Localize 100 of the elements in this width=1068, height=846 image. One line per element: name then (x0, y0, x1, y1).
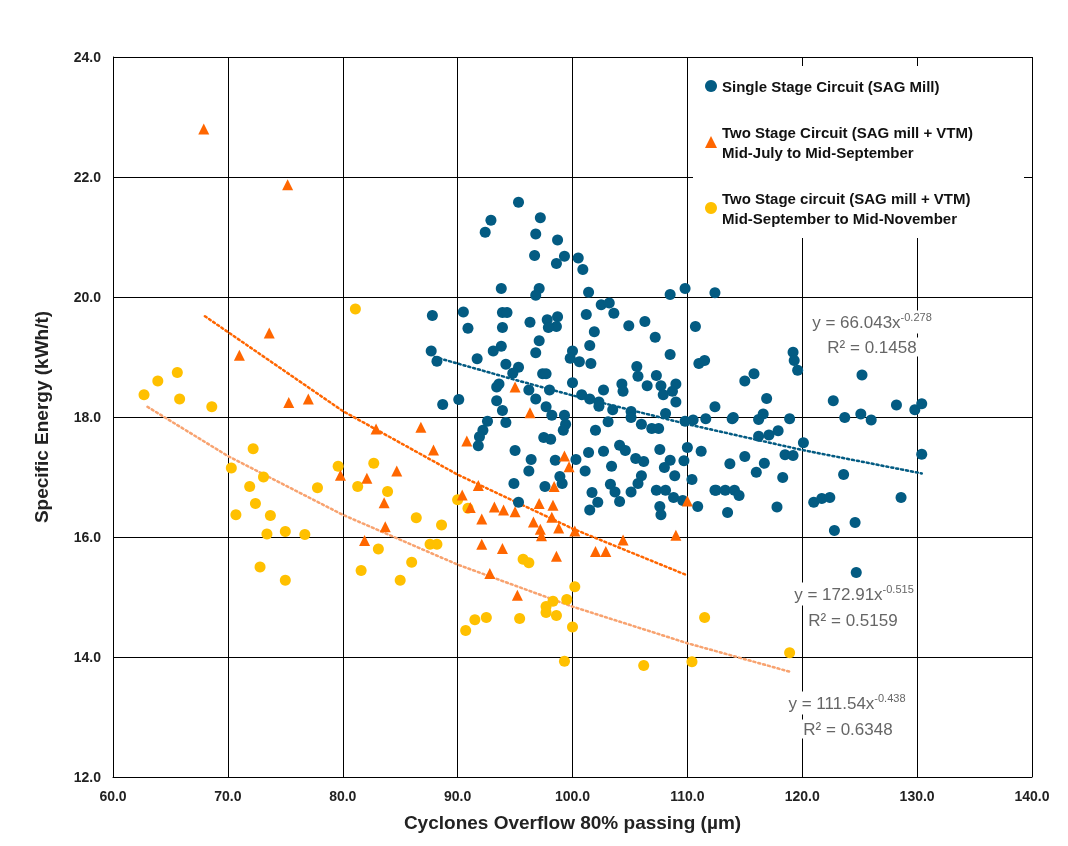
point (264, 509, 276, 521)
point (428, 444, 439, 456)
point (368, 457, 380, 469)
point (332, 460, 344, 472)
point (171, 367, 183, 379)
point (670, 529, 682, 541)
point (174, 393, 186, 405)
point (247, 443, 259, 455)
point (379, 521, 391, 533)
point (299, 529, 311, 541)
point (138, 389, 150, 401)
point (638, 659, 650, 671)
point (282, 179, 294, 191)
point (561, 593, 573, 605)
point (372, 543, 384, 555)
annotation: R² = 0.5159 (808, 610, 898, 630)
point (469, 614, 481, 626)
point (600, 545, 612, 557)
legend-label: Two Stage circuit (SAG mill + VTM) Mid-September to Mid-November (722, 189, 975, 227)
annotation: R² = 0.6348 (803, 719, 893, 739)
point (460, 625, 472, 637)
point (498, 504, 510, 516)
point (553, 522, 565, 534)
point (263, 327, 275, 339)
point (569, 581, 581, 593)
point (230, 509, 242, 521)
point (279, 526, 291, 538)
point (382, 485, 394, 497)
annotation: R² = 0.1458 (827, 337, 917, 357)
point (406, 556, 418, 568)
x-tick-label: 140.0 (1014, 788, 1050, 804)
point (279, 574, 291, 586)
point (249, 497, 261, 509)
y-axis-title: Specific Energy (kWh/t) (31, 310, 52, 524)
point (311, 482, 323, 494)
point (225, 462, 237, 474)
point (378, 497, 390, 509)
point (361, 472, 373, 484)
x-axis-title: Cyclones Overflow 80% passing (µm) (403, 812, 742, 833)
point (547, 499, 559, 511)
point (472, 479, 484, 491)
point (456, 489, 468, 501)
point (589, 545, 601, 557)
point (523, 557, 535, 569)
point (488, 501, 500, 513)
y-tick-label: 22.0 (73, 169, 102, 185)
point (558, 450, 570, 462)
x-tick-label: 100.0 (554, 788, 591, 804)
x-tick-label: 120.0 (784, 788, 820, 804)
point (233, 349, 245, 361)
point (480, 611, 492, 623)
point (533, 497, 545, 509)
x-tick-label: 130.0 (899, 788, 935, 804)
point (681, 495, 693, 507)
point (352, 481, 364, 493)
y-tick-label: 14.0 (73, 649, 102, 665)
point (567, 621, 578, 633)
x-tick-label: 90.0 (444, 788, 472, 804)
point (484, 568, 496, 580)
x-tick-label: 80.0 (329, 788, 357, 804)
point (391, 465, 403, 477)
point (509, 381, 521, 393)
x-tick-label: 60.0 (99, 788, 127, 804)
point (548, 481, 560, 493)
y-tick-label: 18.0 (73, 409, 102, 425)
point (415, 421, 427, 433)
point (784, 647, 796, 659)
point (558, 655, 570, 667)
x-tick-label: 110.0 (670, 788, 705, 804)
point (152, 375, 164, 387)
point (394, 574, 406, 586)
point (349, 303, 361, 315)
line-series (146, 405, 793, 674)
point (258, 471, 269, 483)
legend-label: Two Stage Circuit (SAG mill + VTM) Mid-July to Mid-September (722, 123, 978, 161)
point (496, 542, 508, 554)
y-tick-label: 12.0 (73, 769, 102, 785)
point (283, 397, 295, 409)
point (509, 506, 521, 518)
y-tick-label: 24.0 (73, 49, 102, 65)
point (546, 511, 558, 523)
x-tick-label: 70.0 (214, 788, 242, 804)
point (436, 519, 448, 531)
point (476, 513, 488, 525)
y-tick-label: 16.0 (73, 529, 102, 545)
point (461, 435, 473, 447)
point (206, 401, 218, 413)
point (334, 469, 346, 481)
point (370, 423, 382, 435)
point (563, 461, 575, 473)
point (699, 611, 711, 623)
line-series (203, 314, 689, 577)
point (476, 538, 488, 550)
point (617, 534, 629, 546)
point (527, 516, 539, 528)
point (686, 656, 698, 668)
point (524, 407, 536, 419)
point (514, 613, 526, 625)
point (550, 610, 562, 622)
point (302, 393, 314, 405)
